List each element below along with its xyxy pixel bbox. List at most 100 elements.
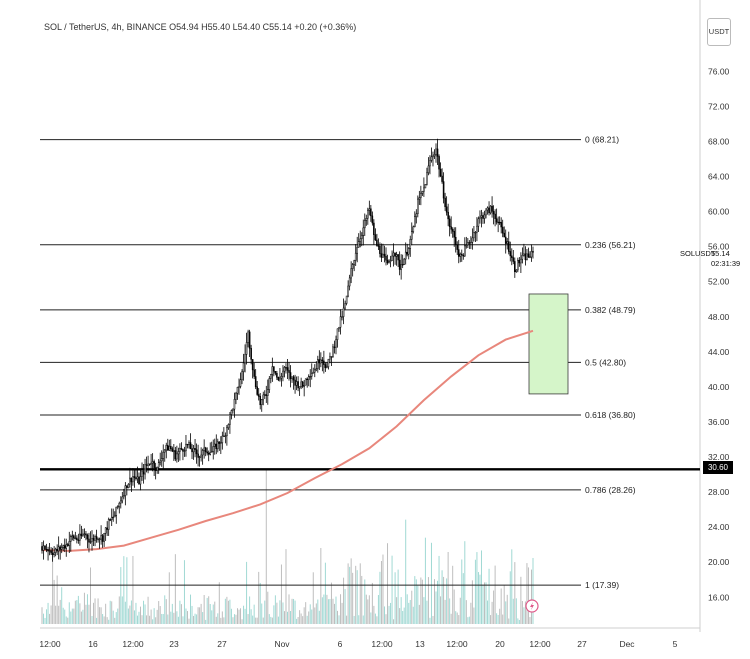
- volume-bar: [133, 610, 135, 624]
- volume-bar: [500, 588, 502, 624]
- candle-countdown: 02:31:39: [711, 259, 741, 268]
- volume-bar: [517, 618, 519, 624]
- volume-bar: [505, 601, 507, 624]
- candle-body: [326, 366, 328, 368]
- candle: [92, 534, 95, 546]
- volume-bar: [359, 563, 361, 624]
- candle: [524, 246, 527, 266]
- x-tick-12: 27: [577, 639, 587, 649]
- candle-body: [426, 172, 428, 185]
- candle-body: [77, 539, 80, 541]
- candle-body: [350, 268, 352, 279]
- volume-bar: [279, 600, 281, 624]
- volume-bar: [409, 599, 411, 624]
- candle-body: [229, 414, 231, 425]
- price-axis[interactable]: 76.00 72.00 68.00 64.00 60.00 56.00 52.00 48.00…: [708, 66, 730, 602]
- candle-body: [432, 155, 434, 158]
- candle-body: [526, 253, 528, 261]
- volume-bar: [394, 572, 396, 624]
- candle-body: [262, 394, 265, 401]
- volume-bar: [374, 613, 376, 624]
- candle: [118, 501, 121, 514]
- candle-body: [304, 378, 307, 386]
- candle-body: [89, 541, 92, 543]
- volume-bar: [382, 554, 384, 624]
- volume-bar: [49, 613, 51, 624]
- volume-bar: [208, 596, 210, 624]
- volume-bar: [302, 616, 304, 624]
- candle-body: [438, 156, 440, 170]
- candle-body: [282, 370, 284, 377]
- volume-bar: [197, 607, 199, 624]
- candle: [144, 458, 146, 480]
- candle: [488, 201, 490, 216]
- candle-body: [485, 209, 487, 216]
- candle-body: [60, 547, 63, 550]
- candle-body: [209, 452, 211, 455]
- volume-bar: [434, 579, 435, 624]
- volume-bar: [202, 612, 204, 624]
- candle: [324, 362, 327, 372]
- candle-body: [239, 379, 242, 387]
- candle: [320, 352, 322, 368]
- header-pair: SOL / TetherUS: [44, 22, 107, 32]
- volume-bar: [527, 567, 529, 624]
- candle: [359, 230, 362, 248]
- fib-label-0: 0 (68.21): [585, 135, 619, 145]
- candle-body: [389, 260, 392, 262]
- volume-bar: [411, 590, 413, 624]
- candle-body: [474, 231, 477, 234]
- candle-body: [342, 307, 345, 317]
- volume-bar: [97, 598, 99, 624]
- fib-label-1: 0.236 (56.21): [585, 240, 636, 250]
- volume-bar: [143, 600, 145, 624]
- candle: [115, 506, 118, 524]
- volume-bar: [521, 601, 523, 624]
- candle: [441, 168, 443, 184]
- candle-body: [165, 444, 168, 451]
- candle: [332, 343, 334, 358]
- candle: [94, 534, 96, 547]
- candle-body: [57, 546, 60, 552]
- candle-body: [56, 548, 58, 552]
- candle: [112, 508, 115, 522]
- candle: [230, 409, 233, 420]
- candle-body: [212, 446, 215, 452]
- candle-body: [106, 527, 108, 530]
- volume-bar: [183, 560, 185, 624]
- volume-bar: [224, 598, 226, 624]
- candle: [435, 143, 437, 163]
- candle: [386, 254, 389, 265]
- currency-badge[interactable]: USDT: [707, 18, 731, 46]
- volume-bar: [120, 567, 122, 624]
- candle-body: [404, 251, 407, 260]
- candle-body: [45, 549, 48, 551]
- volume-bar: [83, 592, 85, 624]
- candle-body: [306, 378, 308, 380]
- candle-body: [330, 356, 333, 358]
- candle-body: [300, 381, 302, 387]
- candle-body: [277, 377, 280, 381]
- candle-body: [377, 245, 380, 247]
- time-axis[interactable]: 12:00 16 12:00 23 27 Nov 6 12:00 13 12:00 20 12:00 2…: [39, 639, 677, 649]
- volume-bar: [344, 589, 346, 624]
- candle: [260, 399, 263, 412]
- candle-body: [144, 464, 146, 475]
- candle: [101, 534, 104, 548]
- candle-body: [86, 534, 89, 540]
- volume-bar: [43, 613, 45, 624]
- candle: [338, 326, 340, 332]
- candle: [57, 536, 60, 560]
- candle: [421, 190, 424, 196]
- candle-body: [150, 462, 152, 465]
- lightning-icon[interactable]: [525, 599, 539, 613]
- volume-bar: [173, 612, 175, 624]
- candle-body: [348, 277, 351, 287]
- candle-body: [398, 259, 401, 270]
- candle: [333, 340, 336, 354]
- candle-body: [276, 373, 278, 378]
- candle-body: [206, 451, 208, 454]
- fib-label-2: 0.382 (48.79): [585, 305, 636, 315]
- volume-bar: [114, 617, 116, 624]
